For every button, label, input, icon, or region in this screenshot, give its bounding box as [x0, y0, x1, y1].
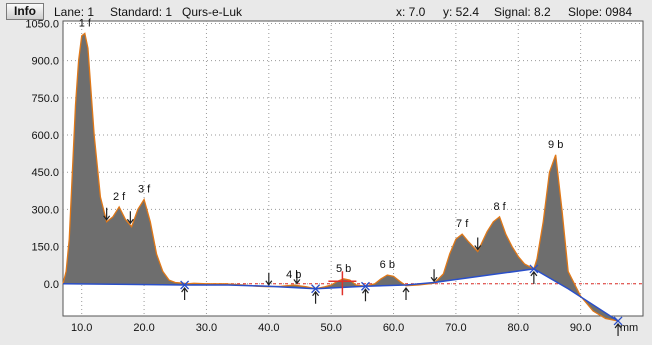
- peak-label: 9 b: [548, 139, 563, 151]
- y-tick-label: 750.0: [31, 93, 59, 105]
- peak-label: 1 f: [79, 17, 92, 29]
- signal-line: [62, 32, 619, 322]
- peak-label: 2 f: [113, 191, 126, 203]
- boundary-marker[interactable]: [613, 316, 623, 326]
- y-tick-label: 900.0: [31, 56, 59, 68]
- up-arrow-marker[interactable]: [361, 288, 369, 302]
- boundary-marker[interactable]: [311, 284, 321, 294]
- peak-label: 4 b: [286, 269, 301, 281]
- x-tick-label: 50.0: [320, 322, 341, 334]
- up-arrow-marker[interactable]: [530, 270, 538, 284]
- track-name: Qurs-e-Luk: [182, 5, 243, 19]
- x-tick-label: 80.0: [508, 322, 529, 334]
- peak-label: 8 f: [493, 201, 506, 213]
- up-arrow-marker[interactable]: [181, 287, 189, 301]
- peak-label: 3 f: [138, 183, 151, 195]
- boundary-marker[interactable]: [529, 264, 539, 274]
- boundary-marker[interactable]: [180, 280, 190, 290]
- baseline-line: [62, 268, 619, 322]
- lane-readout: Lane: 1: [54, 5, 95, 19]
- y-tick-label: 150.0: [31, 242, 59, 254]
- x-tick-label: 60.0: [383, 322, 404, 334]
- slope-readout: Slope: 0984: [568, 5, 633, 19]
- y-tick-label: 600.0: [31, 130, 59, 142]
- y-tick-label: 0.0: [44, 279, 59, 291]
- x-tick-label: 90.0: [570, 322, 591, 334]
- x-coordinate-readout: x: 7.0: [396, 5, 426, 19]
- down-arrow-marker[interactable]: [265, 272, 273, 286]
- x-tick-label: 30.0: [196, 322, 217, 334]
- down-arrow-marker[interactable]: [430, 269, 438, 283]
- y-coordinate-readout: y: 52.4: [443, 5, 480, 19]
- y-tick-label: 450.0: [31, 167, 59, 179]
- peak-label: 5 b: [336, 263, 351, 275]
- info-button[interactable]: Info: [6, 3, 44, 20]
- up-arrow-marker[interactable]: [614, 322, 622, 336]
- x-tick-label: 10.0: [71, 322, 92, 334]
- x-axis-unit: mm: [620, 322, 638, 334]
- up-arrow-marker[interactable]: [402, 287, 410, 301]
- cursor-crosshair[interactable]: [328, 271, 357, 296]
- down-arrow-marker[interactable]: [293, 271, 301, 285]
- down-arrow-marker[interactable]: [474, 237, 482, 251]
- up-arrow-marker[interactable]: [312, 290, 320, 304]
- y-tick-label: 1050.0: [25, 18, 59, 30]
- standard-readout: Standard: 1: [110, 5, 173, 19]
- signal-readout: Signal: 8.2: [494, 5, 551, 19]
- down-arrow-marker[interactable]: [126, 211, 134, 225]
- x-tick-label: 40.0: [258, 322, 279, 334]
- peak-label: 7 f: [456, 218, 469, 230]
- boundary-marker[interactable]: [361, 281, 370, 291]
- down-arrow-marker[interactable]: [103, 207, 111, 221]
- y-tick-label: 300.0: [31, 204, 59, 216]
- x-tick-label: 20.0: [133, 322, 154, 334]
- peak-label: 6 b: [380, 259, 395, 271]
- x-tick-label: 70.0: [445, 322, 466, 334]
